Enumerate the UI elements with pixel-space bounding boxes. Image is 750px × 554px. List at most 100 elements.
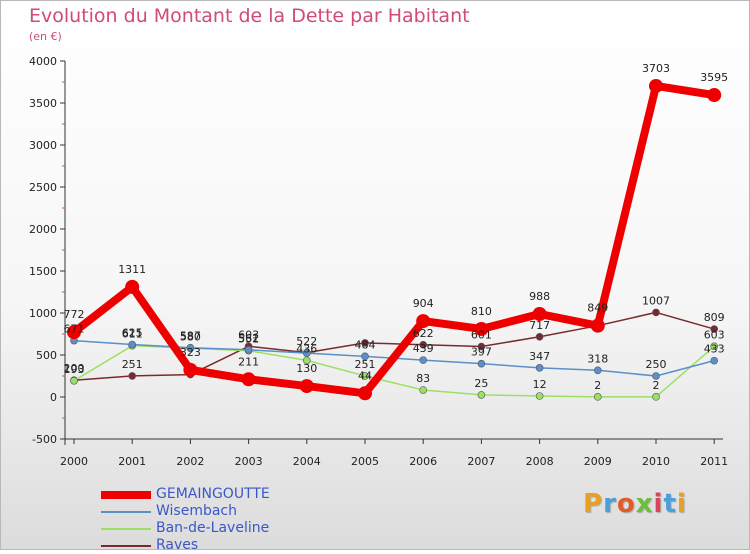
data-label: 562 <box>238 332 259 345</box>
data-label: 904 <box>413 297 434 310</box>
data-point <box>361 339 369 347</box>
data-label: 318 <box>587 352 608 365</box>
x-tick-label: 2000 <box>60 455 88 468</box>
data-label: 587 <box>180 330 201 343</box>
x-tick-label: 2001 <box>118 455 146 468</box>
data-point <box>649 78 663 93</box>
data-point <box>535 392 544 400</box>
data-label: 2 <box>594 379 601 392</box>
data-point <box>477 359 486 368</box>
data-point <box>419 340 428 349</box>
chart-axes: -500 0 500 1000 1500 2000 2500 3000 3500 4000 2000… <box>29 55 728 468</box>
data-point <box>710 356 719 365</box>
data-point <box>70 376 78 385</box>
data-label: 250 <box>646 358 667 371</box>
data-point <box>125 279 140 294</box>
x-tick-label: 2007 <box>467 455 495 468</box>
data-label: 436 <box>296 342 317 355</box>
data-label: 44 <box>358 369 372 382</box>
legend-label: Raves <box>156 537 199 553</box>
data-label: 601 <box>471 329 492 342</box>
legend-swatch <box>101 511 151 513</box>
series-layer <box>67 78 722 401</box>
data-label: 347 <box>529 350 550 363</box>
data-point <box>186 343 195 352</box>
data-label: 1007 <box>642 294 670 307</box>
data-label: 25 <box>474 377 488 390</box>
data-point <box>593 366 602 375</box>
data-label: 193 <box>64 363 85 376</box>
data-point <box>128 340 136 349</box>
data-point <box>299 379 314 394</box>
x-tick-label: 2009 <box>584 455 612 468</box>
data-label: 849 <box>587 302 608 315</box>
y-tick-label: 4000 <box>29 55 57 68</box>
series-line <box>70 81 719 398</box>
data-label: 200 <box>64 362 85 375</box>
x-tick-label: 2006 <box>409 455 437 468</box>
data-label: 397 <box>471 346 492 359</box>
data-label: 1311 <box>118 263 146 276</box>
data-point <box>241 372 256 387</box>
data-label: 2 <box>653 379 660 392</box>
legend-swatch <box>101 491 151 499</box>
data-point <box>361 352 369 361</box>
chart-title: Evolution du Montant de la Dette par Hab… <box>29 5 470 27</box>
chart-subtitle: (en €) <box>29 30 62 43</box>
data-label: 603 <box>704 328 725 341</box>
data-label: 671 <box>64 323 85 336</box>
data-point <box>652 393 660 401</box>
data-label: 551 <box>238 333 259 346</box>
y-tick-label: 0 <box>50 391 57 404</box>
data-label: 522 <box>296 335 317 348</box>
data-label: 3595 <box>700 71 728 84</box>
data-label: 3703 <box>642 62 670 75</box>
data-point <box>244 345 253 354</box>
series-gemaingoutte <box>67 78 722 401</box>
data-point <box>419 356 428 364</box>
data-point <box>710 342 719 351</box>
data-point <box>419 386 428 394</box>
data-label: 484 <box>355 338 376 351</box>
data-label: 83 <box>416 372 430 385</box>
data-point <box>361 372 369 380</box>
data-label: 251 <box>122 358 143 371</box>
x-tick-label: 2011 <box>700 455 728 468</box>
data-label-layer: 200 251 603 622 601 717 1007 809 193 611 580 551 436… <box>64 62 729 392</box>
legend-label: GEMAINGOUTTE <box>156 486 270 502</box>
y-tick-label: 3500 <box>29 97 57 110</box>
legend-label: Ban-de-Laveline <box>156 520 270 536</box>
data-label: 211 <box>238 355 259 368</box>
proxiti-logo: Proxiti <box>583 489 687 519</box>
data-label: 625 <box>122 327 143 340</box>
data-label: 810 <box>471 305 492 318</box>
data-point <box>652 308 660 317</box>
x-tick-label: 2005 <box>351 455 379 468</box>
data-label: 622 <box>413 327 434 340</box>
data-point <box>707 88 722 103</box>
data-point <box>593 393 602 401</box>
legend-swatch <box>101 545 151 547</box>
data-label: 580 <box>180 330 201 343</box>
data-point <box>710 325 719 333</box>
data-point <box>535 332 544 341</box>
data-point <box>474 321 489 336</box>
data-label: 251 <box>355 358 376 371</box>
x-tick-label: 2003 <box>235 455 263 468</box>
data-point <box>67 325 81 340</box>
data-point <box>590 318 605 333</box>
data-label: 988 <box>529 290 550 303</box>
data-point <box>535 364 544 372</box>
data-label: 772 <box>64 308 85 321</box>
data-label: 611 <box>122 328 143 341</box>
data-label: 717 <box>529 319 550 332</box>
data-label: 12 <box>533 378 547 391</box>
y-tick-label: 500 <box>36 349 57 362</box>
series-line <box>73 311 715 381</box>
data-point <box>183 362 198 377</box>
y-tick-label: 1500 <box>29 265 57 278</box>
y-tick-label: 3000 <box>29 139 57 152</box>
data-label: 130 <box>296 362 317 375</box>
y-tick-label: 2000 <box>29 223 57 236</box>
